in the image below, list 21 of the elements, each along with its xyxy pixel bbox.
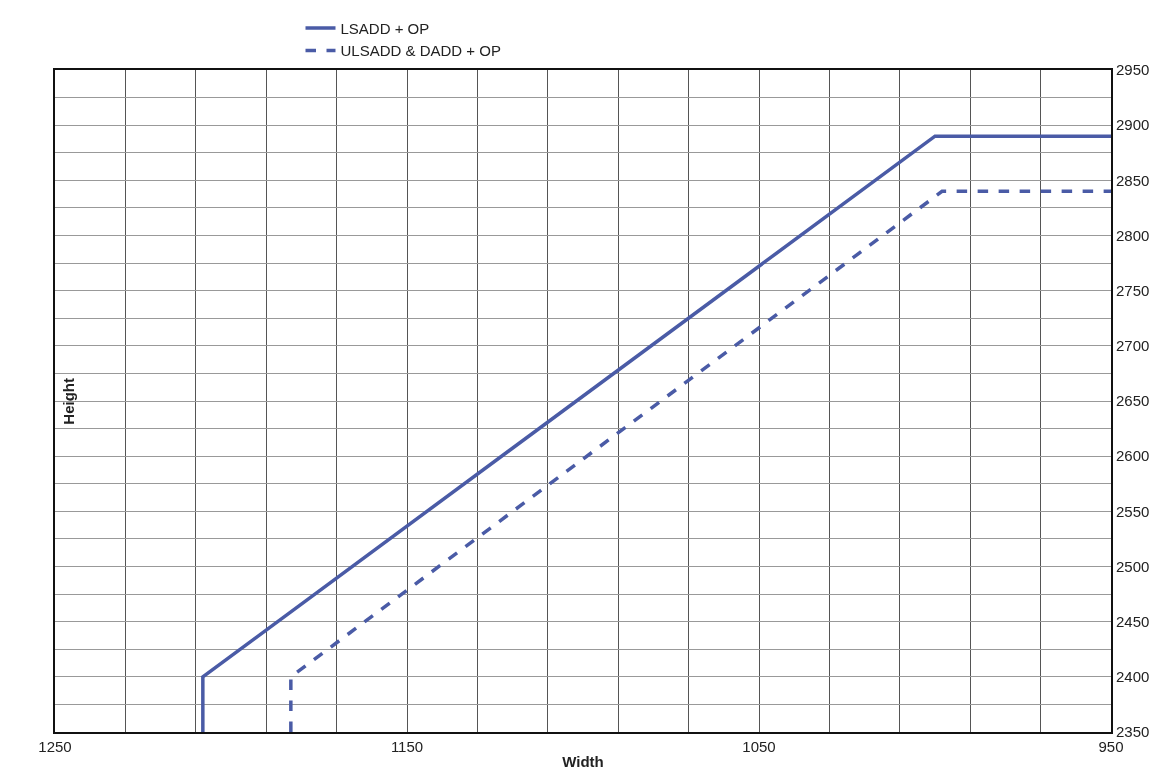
y-tick-label: 2500: [1116, 557, 1150, 575]
x-tick-label: 1150: [390, 738, 424, 755]
y-tick-label: 2450: [1116, 612, 1150, 630]
y-tick-label: 2700: [1116, 337, 1150, 355]
y-tick-label: 2400: [1116, 668, 1150, 686]
y-tick-label: 2800: [1116, 226, 1150, 244]
legend-label: LSADD + OP: [340, 19, 430, 37]
x-tick-label: 1050: [742, 738, 776, 755]
y-tick-label: 2950: [1116, 61, 1150, 79]
x-axis-title: Width: [562, 752, 604, 770]
x-tick-label: 1250: [38, 738, 72, 755]
y-axis-title: Height: [59, 378, 77, 425]
x-tick-label: 950: [1098, 738, 1124, 755]
y-tick-label: 2600: [1116, 447, 1150, 465]
y-tick-label: 2850: [1116, 171, 1150, 189]
y-tick-label: 2750: [1116, 281, 1150, 299]
y-tick-label: 2350: [1116, 723, 1150, 741]
legend-label: ULSADD & DADD + OP: [340, 42, 501, 60]
y-tick-label: 2650: [1116, 392, 1150, 410]
y-tick-label: 2900: [1116, 116, 1150, 134]
y-tick-label: 2550: [1116, 502, 1150, 520]
